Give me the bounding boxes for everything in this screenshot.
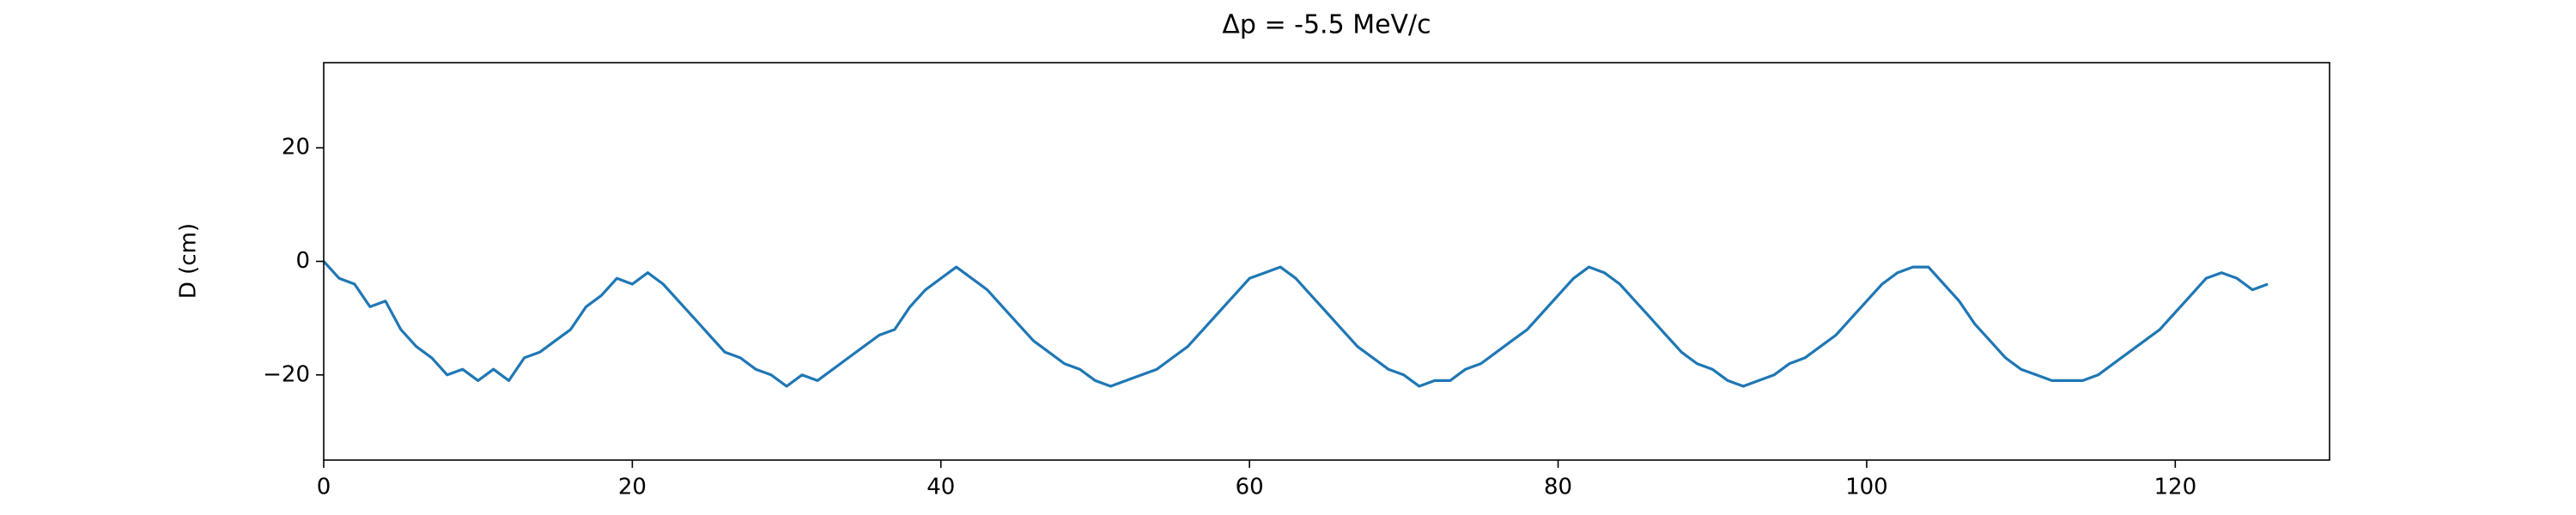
- x-tick-label: 0: [317, 475, 331, 500]
- y-axis-label: D (cm): [176, 223, 202, 299]
- x-tick-label: 120: [2154, 475, 2196, 500]
- y-tick-label: −20: [263, 361, 310, 387]
- line-series: [322, 260, 2269, 388]
- x-tick-label: 60: [1236, 475, 1264, 500]
- y-tick-label: 0: [295, 248, 310, 274]
- x-tick-label: 100: [1845, 475, 1888, 500]
- y-tick-label: 20: [282, 135, 310, 161]
- x-tick-label: 80: [1544, 475, 1572, 500]
- plot-frame: [323, 62, 2330, 461]
- chart-title: Δp = -5.5 MeV/c: [1222, 10, 1431, 40]
- x-tick-label: 40: [927, 475, 955, 500]
- x-tick-label: 20: [618, 475, 647, 500]
